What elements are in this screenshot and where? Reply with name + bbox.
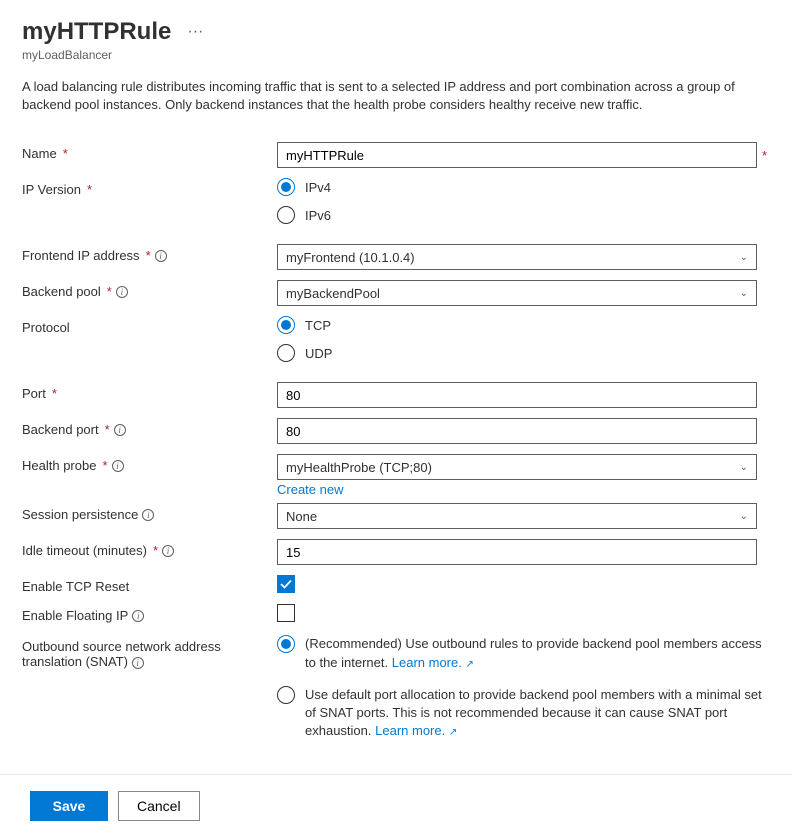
required-indicator: * xyxy=(146,248,151,263)
external-link-icon: ↗ xyxy=(465,659,473,670)
frontend-ip-value: myFrontend (10.1.0.4) xyxy=(286,250,415,265)
floating-ip-label: Enable Floating IP xyxy=(22,608,128,623)
session-persistence-select[interactable]: None ⌄ xyxy=(277,503,757,529)
snat-default-text: Use default port allocation to provide b… xyxy=(305,687,762,738)
chevron-down-icon: ⌄ xyxy=(740,511,748,522)
udp-radio[interactable] xyxy=(277,344,295,362)
tcp-reset-label: Enable TCP Reset xyxy=(22,579,129,594)
tcp-radio-label: TCP xyxy=(305,318,331,333)
port-input[interactable] xyxy=(277,382,757,408)
udp-radio-label: UDP xyxy=(305,346,332,361)
more-menu-icon[interactable]: ··· xyxy=(183,21,207,43)
snat-recommended-radio[interactable] xyxy=(277,635,295,653)
page-subtitle: myLoadBalancer xyxy=(22,48,770,62)
info-icon[interactable]: i xyxy=(162,545,174,557)
idle-timeout-input[interactable] xyxy=(277,539,757,565)
chevron-down-icon: ⌄ xyxy=(740,252,748,263)
port-label: Port xyxy=(22,386,46,401)
info-icon[interactable]: i xyxy=(116,286,128,298)
required-indicator: * xyxy=(52,386,57,401)
snat-label: Outbound source network address translat… xyxy=(22,639,221,669)
snat-recommended-text: (Recommended) Use outbound rules to prov… xyxy=(305,636,762,669)
chevron-down-icon: ⌄ xyxy=(740,462,748,473)
cancel-button[interactable]: Cancel xyxy=(118,791,200,821)
name-label: Name xyxy=(22,146,57,161)
info-icon[interactable]: i xyxy=(132,610,144,622)
page-title: myHTTPRule xyxy=(22,18,171,46)
save-button[interactable]: Save xyxy=(30,791,108,821)
backend-pool-select[interactable]: myBackendPool ⌄ xyxy=(277,280,757,306)
frontend-ip-select[interactable]: myFrontend (10.1.0.4) ⌄ xyxy=(277,244,757,270)
external-link-icon: ↗ xyxy=(449,727,457,738)
required-indicator: * xyxy=(63,146,68,161)
tcp-radio[interactable] xyxy=(277,316,295,334)
check-icon xyxy=(280,578,292,590)
info-icon[interactable]: i xyxy=(142,509,154,521)
ipv4-radio-label: IPv4 xyxy=(305,180,331,195)
required-indicator: * xyxy=(105,422,110,437)
protocol-label: Protocol xyxy=(22,320,70,335)
info-icon[interactable]: i xyxy=(132,657,144,669)
ip-version-label: IP Version xyxy=(22,182,81,197)
page-description: A load balancing rule distributes incomi… xyxy=(22,78,762,114)
ipv6-radio-label: IPv6 xyxy=(305,208,331,223)
footer-separator xyxy=(0,774,792,775)
required-indicator: * xyxy=(87,182,92,197)
info-icon[interactable]: i xyxy=(155,250,167,262)
info-icon[interactable]: i xyxy=(112,460,124,472)
session-persistence-value: None xyxy=(286,509,317,524)
session-persistence-label: Session persistence xyxy=(22,507,138,522)
name-input[interactable] xyxy=(277,142,757,168)
health-probe-value: myHealthProbe (TCP;80) xyxy=(286,460,432,475)
backend-port-label: Backend port xyxy=(22,422,99,437)
required-indicator: * xyxy=(107,284,112,299)
create-new-link[interactable]: Create new xyxy=(277,482,343,497)
info-icon[interactable]: i xyxy=(114,424,126,436)
idle-timeout-label: Idle timeout (minutes) xyxy=(22,543,147,558)
backend-pool-label: Backend pool xyxy=(22,284,101,299)
required-indicator: * xyxy=(153,543,158,558)
ipv6-radio[interactable] xyxy=(277,206,295,224)
learn-more-link[interactable]: Learn more. ↗ xyxy=(375,723,457,738)
health-probe-select[interactable]: myHealthProbe (TCP;80) ⌄ xyxy=(277,454,757,480)
floating-ip-checkbox[interactable] xyxy=(277,604,295,622)
learn-more-link[interactable]: Learn more. ↗ xyxy=(392,655,474,670)
chevron-down-icon: ⌄ xyxy=(740,288,748,299)
frontend-ip-label: Frontend IP address xyxy=(22,248,140,263)
backend-port-input[interactable] xyxy=(277,418,757,444)
snat-default-radio[interactable] xyxy=(277,686,295,704)
required-indicator: * xyxy=(102,458,107,473)
required-indicator: * xyxy=(762,148,767,163)
tcp-reset-checkbox[interactable] xyxy=(277,575,295,593)
backend-pool-value: myBackendPool xyxy=(286,286,380,301)
health-probe-label: Health probe xyxy=(22,458,96,473)
ipv4-radio[interactable] xyxy=(277,178,295,196)
